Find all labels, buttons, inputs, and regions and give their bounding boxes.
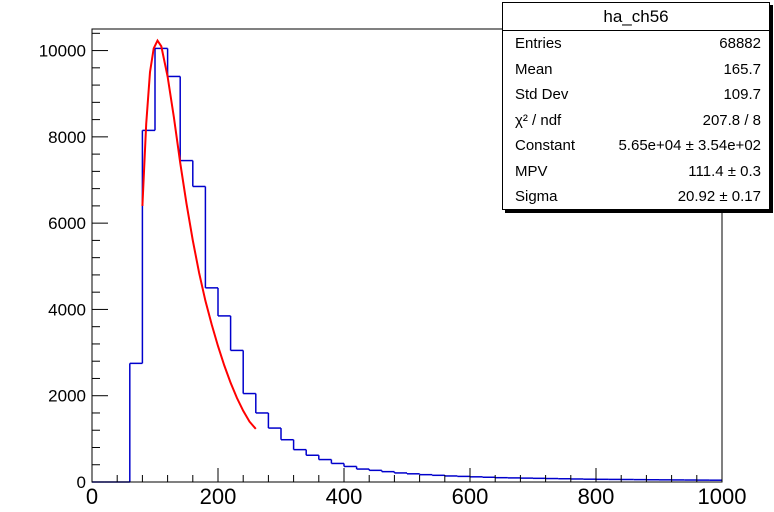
stats-value: 5.65e+04 ± 3.54e+02 — [618, 137, 761, 154]
stats-value: 111.4 ± 0.3 — [688, 162, 761, 180]
fit-curve — [141, 38, 257, 430]
stats-label: Constant — [515, 137, 576, 154]
x-tick-label: 600 — [452, 484, 489, 509]
y-tick-label: 0 — [77, 473, 86, 492]
stats-label: Std Dev — [515, 86, 569, 103]
histogram-layer — [92, 47, 722, 483]
y-tick-label: 8000 — [48, 128, 86, 147]
stats-row: Std Dev 109.7 — [503, 82, 769, 108]
y-tick-label: 6000 — [48, 214, 86, 233]
fit-layer — [141, 38, 257, 430]
y-tick-label: 2000 — [48, 387, 86, 406]
stats-value: 68882 — [719, 35, 761, 52]
stats-box: ha_ch56 Entries 68882 Mean 165.7 Std Dev 109.… — [502, 2, 770, 210]
stats-value: 165.7 — [723, 60, 761, 78]
stats-value: 109.7 — [723, 86, 761, 103]
x-tick-label: 0 — [86, 484, 98, 509]
y-tick-label: 4000 — [48, 300, 86, 319]
stats-row: Constant 5.65e+04 ± 3.54e+02 — [503, 133, 769, 159]
stats-row: χ² / ndf 207.8 / 8 — [503, 108, 769, 134]
plot-frame — [91, 28, 723, 483]
stats-row: MPV 111.4 ± 0.3 — [503, 159, 769, 185]
stats-label: χ² / ndf — [515, 111, 562, 129]
x-tick-label: 400 — [326, 484, 363, 509]
stats-title: ha_ch56 — [503, 3, 769, 31]
stats-row: Sigma 20.92 ± 0.17 — [503, 184, 769, 210]
stats-label: MPV — [515, 162, 548, 180]
stats-label: Entries — [515, 35, 562, 52]
x-tick-label: 1000 — [698, 484, 747, 509]
stats-value: 207.8 / 8 — [702, 111, 761, 129]
stats-row: Entries 68882 — [503, 31, 769, 57]
stats-value: 20.92 ± 0.17 — [677, 188, 761, 205]
stats-row: Mean 165.7 — [503, 57, 769, 83]
stats-label: Sigma — [515, 188, 558, 205]
x-tick-label: 800 — [578, 484, 615, 509]
x-tick-label: 200 — [200, 484, 237, 509]
y-tick-label: 10000 — [39, 42, 86, 61]
stats-rows: Entries 68882 Mean 165.7 Std Dev 109.7 χ² / nd… — [503, 31, 769, 210]
stats-label: Mean — [515, 60, 553, 78]
